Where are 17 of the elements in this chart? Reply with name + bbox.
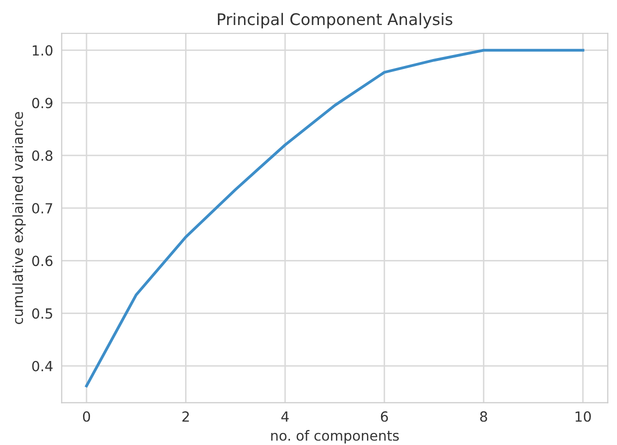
x-tick-label: 6 [380, 411, 388, 422]
chart-title: Principal Component Analysis [218, 12, 452, 28]
x-tick-label: 0 [83, 411, 90, 422]
x-tick-label: 2 [182, 411, 189, 422]
y-tick-label: 0.7 [32, 203, 52, 214]
y-axis-title: cumulative explained variance [12, 112, 26, 324]
x-axis-title: no. of components [271, 430, 399, 444]
x-tick-label: 10 [576, 411, 591, 422]
line-series [85, 48, 584, 388]
y-tick-label: 0.9 [32, 98, 52, 108]
y-tick-label: 0.6 [32, 256, 52, 266]
x-tick-label: 4 [281, 411, 289, 422]
y-tick-label: 0.8 [32, 150, 52, 161]
y-tick-label: 1.0 [32, 45, 52, 56]
y-tick-label: 0.4 [32, 360, 53, 372]
y-tick-label: 0.5 [32, 308, 52, 319]
x-tick-label: 8 [480, 411, 488, 422]
